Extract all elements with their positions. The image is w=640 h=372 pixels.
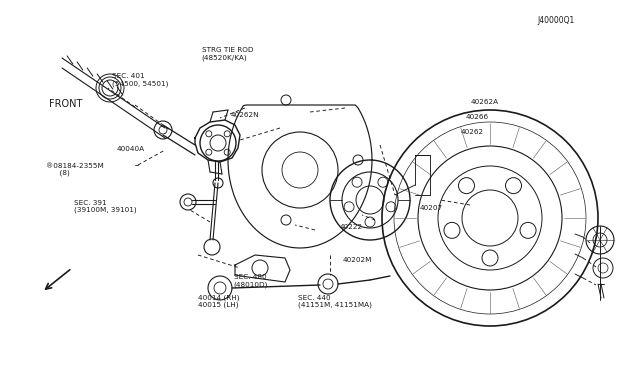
Text: 40262A: 40262A	[470, 99, 499, 105]
Text: SEC. 480
(48010D): SEC. 480 (48010D)	[234, 274, 268, 288]
Text: 40222: 40222	[339, 224, 362, 230]
Text: 40262: 40262	[461, 129, 484, 135]
Text: ®08184-2355M
      (8): ®08184-2355M (8)	[46, 163, 104, 176]
Text: SEC. 401
(54500, 54501): SEC. 401 (54500, 54501)	[112, 73, 168, 87]
Text: 40207: 40207	[419, 205, 442, 211]
Text: FRONT: FRONT	[49, 99, 83, 109]
Text: SEC. 391
(39100M, 39101): SEC. 391 (39100M, 39101)	[74, 200, 136, 213]
Text: 40014 (RH)
40015 (LH): 40014 (RH) 40015 (LH)	[198, 294, 240, 308]
Text: SEC. 440
(41151M, 41151MA): SEC. 440 (41151M, 41151MA)	[298, 295, 371, 308]
Text: STRG TIE ROD
(48520K/KA): STRG TIE ROD (48520K/KA)	[202, 47, 253, 61]
Text: J40000Q1: J40000Q1	[538, 16, 575, 25]
Text: 40262N: 40262N	[230, 112, 259, 118]
Text: 40266: 40266	[466, 114, 489, 120]
Text: 40040A: 40040A	[117, 146, 145, 152]
Text: 40202M: 40202M	[342, 257, 372, 263]
